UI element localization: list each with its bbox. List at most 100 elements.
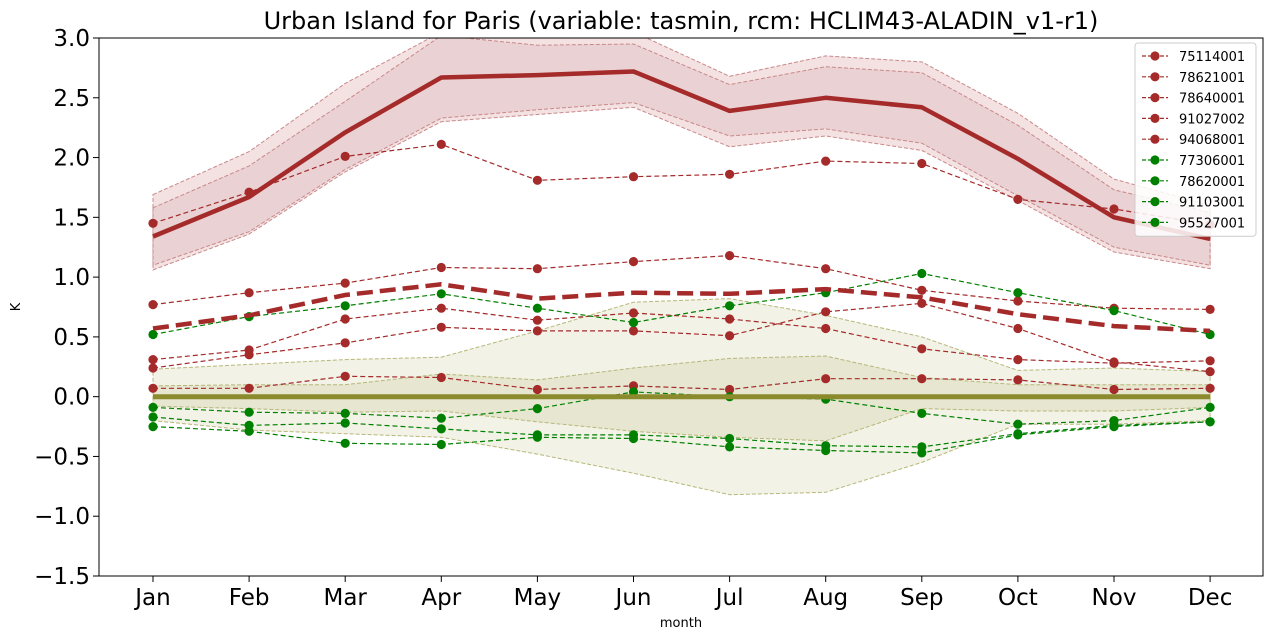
data-point <box>725 384 735 395</box>
data-point <box>244 383 254 393</box>
data-point <box>628 433 639 444</box>
data-point <box>725 331 735 341</box>
legend-swatch-marker <box>1150 134 1160 144</box>
data-point <box>917 268 927 279</box>
legend-entry: 91027002 <box>1142 112 1245 127</box>
data-point <box>244 407 254 417</box>
legend-entry: 75114001 <box>1142 50 1245 65</box>
data-point <box>725 251 735 261</box>
legend-label: 78640001 <box>1179 92 1245 107</box>
chart-title: Urban Island for Paris (variable: tasmin… <box>264 7 1099 35</box>
y-axis: −1.5 −1.0 −0.5 0.0 0.5 1.0 1.5 2.0 2.5 3.0 <box>34 26 99 590</box>
data-point <box>340 371 350 381</box>
data-point <box>628 172 639 182</box>
data-point <box>532 432 543 442</box>
data-point <box>532 404 543 414</box>
y-tick-label: 1.5 <box>53 205 90 231</box>
series-77306001 <box>148 268 1215 340</box>
data-point <box>628 257 639 267</box>
data-point <box>1013 419 1023 429</box>
legend-entry: 91103001 <box>1142 196 1245 211</box>
x-axis: Jan Feb Mar Apr May Jun Jul Aug Sep Oct Nov Dec <box>133 576 1232 611</box>
legend-swatch-marker <box>1150 113 1160 123</box>
data-point <box>917 448 927 458</box>
data-point <box>917 285 927 295</box>
series-94068001 <box>148 371 1215 395</box>
x-tick-label: Dec <box>1188 585 1233 611</box>
data-point <box>436 413 446 423</box>
legend-entry: 78620001 <box>1142 175 1245 190</box>
legend-swatch-marker <box>1150 72 1160 82</box>
data-point <box>821 307 831 317</box>
data-point <box>436 262 446 273</box>
y-tick-label: 0.0 <box>53 385 90 411</box>
legend-swatch-marker <box>1150 155 1160 165</box>
data-point <box>725 433 735 444</box>
data-point <box>725 314 735 324</box>
series-line <box>152 272 1211 336</box>
data-point <box>148 412 158 422</box>
legend-swatch-marker <box>1150 197 1160 207</box>
data-point <box>532 384 543 395</box>
data-point <box>821 445 831 456</box>
x-tick-label: Jan <box>133 585 170 611</box>
data-point <box>340 438 350 448</box>
data-point <box>436 439 446 450</box>
data-point <box>1205 304 1215 314</box>
data-point <box>1109 384 1119 395</box>
data-point <box>1013 194 1023 204</box>
y-tick-label: −1.0 <box>34 504 90 530</box>
data-point <box>628 317 639 328</box>
data-point <box>436 322 446 332</box>
data-point <box>1205 402 1215 412</box>
legend-label: 94068001 <box>1179 133 1245 148</box>
y-tick-label: 1.0 <box>53 265 90 291</box>
data-point <box>244 288 254 298</box>
data-point <box>436 289 446 299</box>
data-point <box>1205 367 1215 377</box>
data-point <box>917 408 927 418</box>
legend-box <box>1134 42 1257 237</box>
data-point <box>821 264 831 274</box>
x-tick-label: Sep <box>900 585 943 611</box>
legend-entry: 78621001 <box>1142 71 1245 86</box>
data-point <box>917 344 927 354</box>
data-point <box>148 383 158 393</box>
data-point <box>436 372 446 383</box>
x-tick-label: Nov <box>1092 585 1137 611</box>
x-axis-label: month <box>660 616 702 631</box>
data-point <box>725 301 735 311</box>
legend-swatch-marker <box>1150 176 1160 186</box>
legend: 75114001 78621001 78640001 91027002 94068001… <box>1134 42 1257 237</box>
data-point <box>917 158 927 169</box>
series-line <box>152 254 1211 310</box>
data-point <box>532 326 543 336</box>
legend-label: 78621001 <box>1179 71 1245 86</box>
legend-label: 78620001 <box>1179 175 1245 190</box>
legend-entry: 78640001 <box>1142 92 1245 107</box>
series-78621001 <box>148 251 1215 314</box>
plot-area <box>148 38 1215 496</box>
data-point <box>1013 296 1023 306</box>
data-point <box>1109 306 1119 316</box>
series-95527001 <box>148 417 1215 458</box>
y-tick-label: −1.5 <box>34 564 90 590</box>
data-point <box>340 418 350 428</box>
data-point <box>1109 357 1119 367</box>
legend-swatch-marker <box>1150 217 1160 227</box>
x-tick-label: Jul <box>714 585 744 611</box>
series-line <box>152 143 1211 226</box>
data-point <box>436 139 446 149</box>
data-point <box>1205 356 1215 366</box>
data-point <box>532 303 543 313</box>
data-point <box>1109 422 1119 432</box>
urban-band-inner <box>152 38 1211 266</box>
x-tick-label: Feb <box>229 585 270 611</box>
data-point <box>244 426 254 436</box>
series-line <box>152 421 1211 454</box>
data-point <box>1013 355 1023 365</box>
y-tick-label: 2.5 <box>53 86 90 112</box>
data-point <box>917 374 927 384</box>
data-point <box>148 218 158 228</box>
data-point <box>532 175 543 185</box>
